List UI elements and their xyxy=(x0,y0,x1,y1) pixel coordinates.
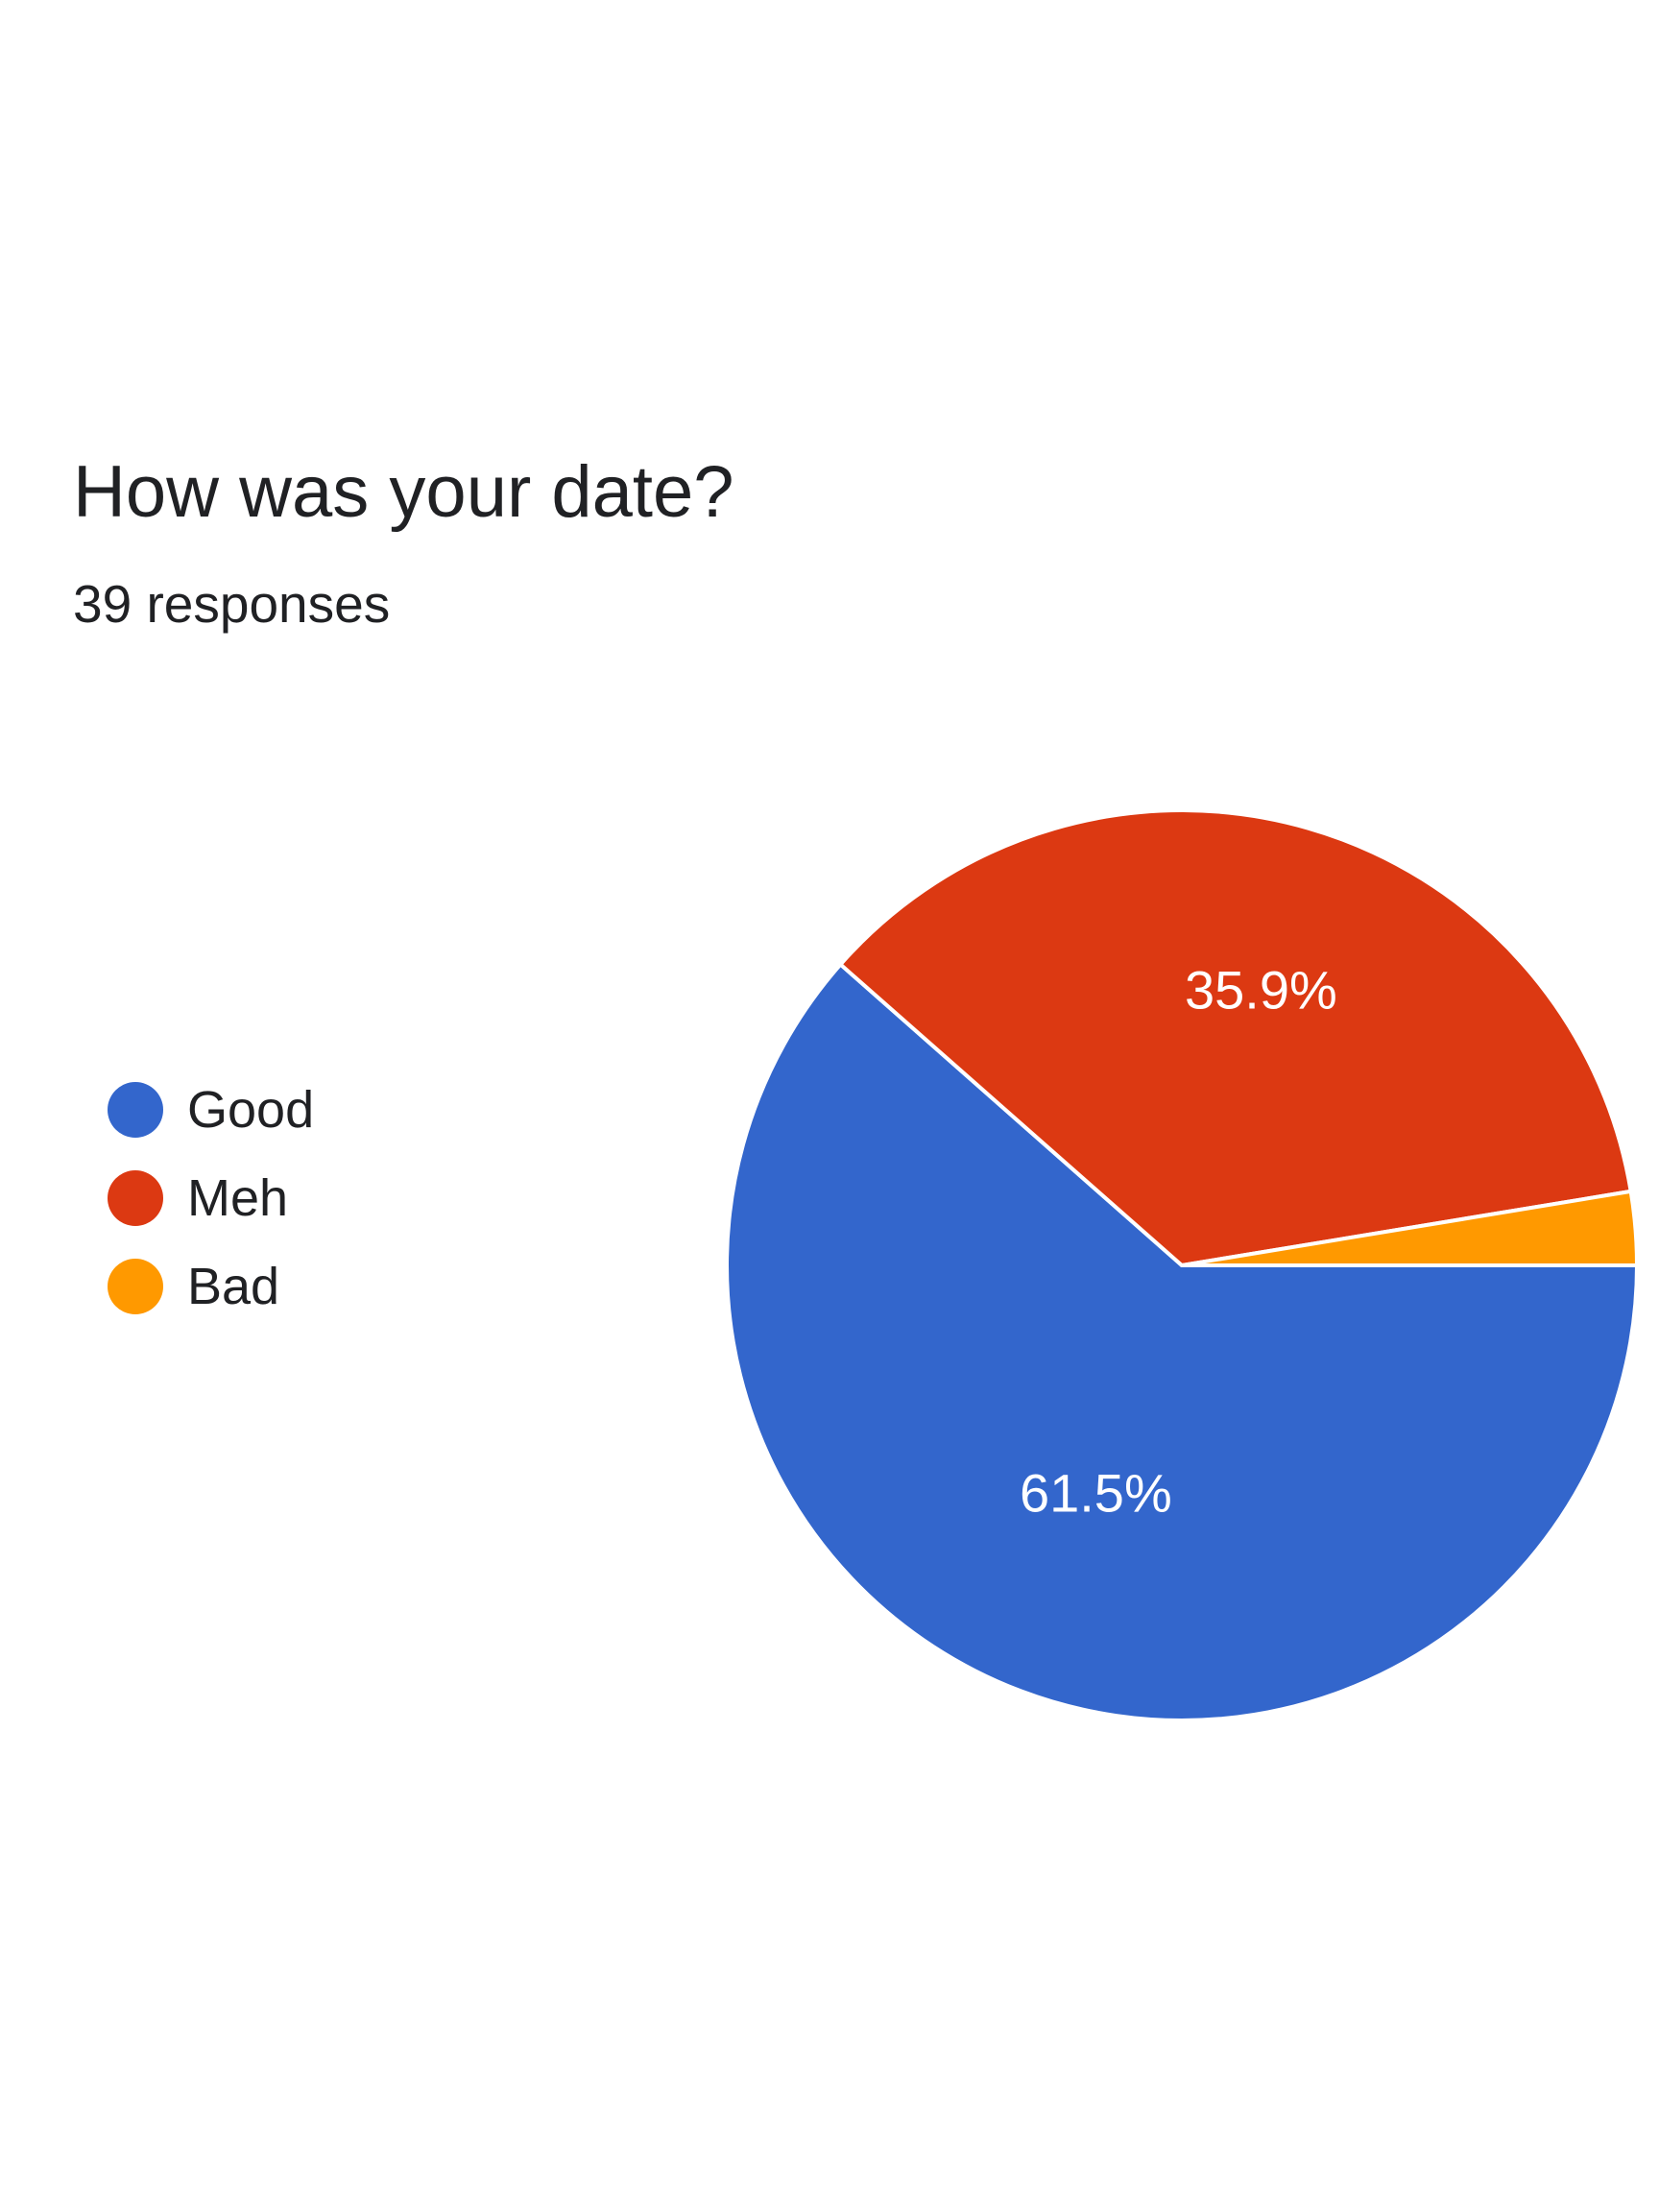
slice-bad xyxy=(1180,1189,1639,1267)
legend-label-bad: Bad xyxy=(187,1258,280,1315)
legend-item-good: Good xyxy=(108,1066,314,1154)
legend-swatch-bad xyxy=(108,1259,163,1314)
legend-swatch-meh xyxy=(108,1170,163,1226)
slice-label-meh: 35.9% xyxy=(1185,959,1337,1020)
legend-item-bad: Bad xyxy=(108,1242,314,1331)
chart-legend: Good Meh Bad xyxy=(108,1066,314,1331)
legend-swatch-good xyxy=(108,1082,163,1138)
slice-label-good: 61.5% xyxy=(1020,1463,1172,1524)
legend-label-meh: Meh xyxy=(187,1169,289,1227)
legend-item-meh: Meh xyxy=(108,1154,314,1242)
response-count: 39 responses xyxy=(73,574,391,634)
legend-label-good: Good xyxy=(187,1081,315,1139)
chart-title: How was your date? xyxy=(73,451,734,533)
slice-good xyxy=(725,962,1639,1723)
slice-meh xyxy=(838,808,1633,1267)
